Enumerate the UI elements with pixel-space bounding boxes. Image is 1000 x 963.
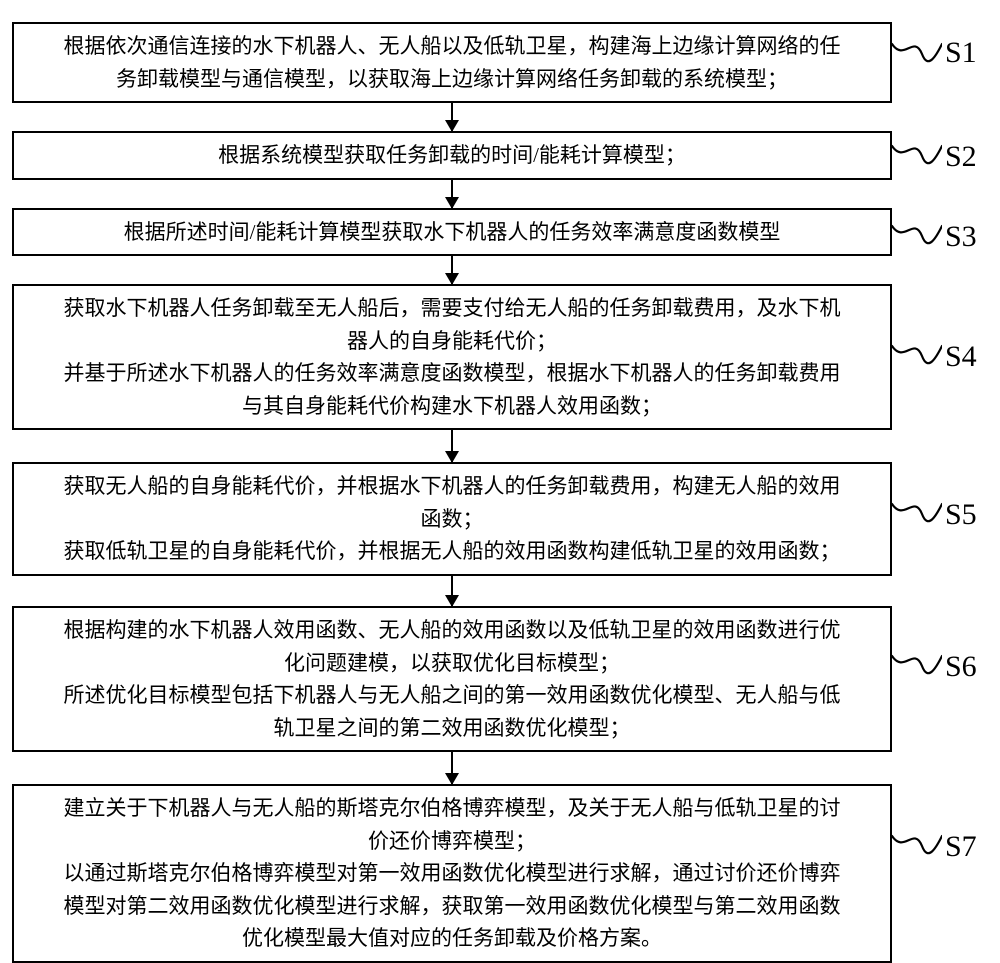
flow-step-s5: 获取无人船的自身能耗代价，并根据水下机器人的任务卸载费用，构建无人船的效用函数；… <box>12 462 892 576</box>
step-label: S4 <box>945 340 977 374</box>
flow-step-text: 与其自身能耗代价构建水下机器人效用函数； <box>24 390 880 423</box>
step-label: S2 <box>945 140 977 174</box>
connector-squiggle <box>892 832 942 864</box>
step-label: S7 <box>945 830 977 864</box>
flow-step-text: 获取水下机器人任务卸载至无人船后，需要支付给无人船的任务卸载费用，及水下机 <box>24 292 880 325</box>
flow-step-text: 获取低轨卫星的自身能耗代价，并根据无人船的效用函数构建低轨卫星的效用函数； <box>24 535 880 568</box>
flow-arrow <box>451 256 453 284</box>
step-label: S5 <box>945 498 977 532</box>
flow-step-s6: 根据构建的水下机器人效用函数、无人船的效用函数以及低轨卫星的效用函数进行优化问题… <box>12 606 892 752</box>
flow-step-text: 模型对第二效用函数优化模型进行求解，获取第一效用函数优化模型与第二效用函数 <box>24 890 880 923</box>
flow-step-text: 所述优化目标模型包括下机器人与无人船之间的第一效用函数优化模型、无人船与低 <box>24 679 880 712</box>
flow-step-s3: 根据所述时间/能耗计算模型获取水下机器人的任务效率满意度函数模型 <box>12 208 892 257</box>
flowchart-column: 根据依次通信连接的水下机器人、无人船以及低轨卫星，构建海上边缘计算网络的任务卸载… <box>12 22 892 963</box>
flow-step-text: 优化模型最大值对应的任务卸载及价格方案。 <box>24 922 880 955</box>
flow-step-text: 函数； <box>24 503 880 536</box>
connector-squiggle <box>892 142 942 174</box>
flow-step-text: 以通过斯塔克尔伯格博弈模型对第一效用函数优化模型进行求解，通过讨价还价博弈 <box>24 857 880 890</box>
flow-step-text: 根据所述时间/能耗计算模型获取水下机器人的任务效率满意度函数模型 <box>24 216 880 249</box>
flow-step-text: 获取无人船的自身能耗代价，并根据水下机器人的任务卸载费用，构建无人船的效用 <box>24 470 880 503</box>
flow-step-text: 建立关于下机器人与无人船的斯塔克尔伯格博弈模型，及关于无人船与低轨卫星的讨 <box>24 792 880 825</box>
step-label: S3 <box>945 220 977 254</box>
flow-step-s1: 根据依次通信连接的水下机器人、无人船以及低轨卫星，构建海上边缘计算网络的任务卸载… <box>12 22 892 103</box>
flow-step-text: 化问题建模，以获取优化目标模型； <box>24 647 880 680</box>
flow-arrow <box>451 103 453 131</box>
flow-step-s7: 建立关于下机器人与无人船的斯塔克尔伯格博弈模型，及关于无人船与低轨卫星的讨价还价… <box>12 784 892 963</box>
flow-step-text: 轨卫星之间的第二效用函数优化模型； <box>24 712 880 745</box>
flow-step-text: 并基于所述水下机器人的任务效率满意度函数模型，根据水下机器人的任务卸载费用 <box>24 357 880 390</box>
flow-step-text: 务卸载模型与通信模型，以获取海上边缘计算网络任务卸载的系统模型； <box>24 63 880 96</box>
flow-arrow <box>451 752 453 784</box>
connector-squiggle <box>892 222 942 254</box>
flow-arrow <box>451 576 453 606</box>
flow-step-text: 价还价博弈模型； <box>24 825 880 858</box>
flow-step-text: 根据构建的水下机器人效用函数、无人船的效用函数以及低轨卫星的效用函数进行优 <box>24 614 880 647</box>
flow-step-text: 根据依次通信连接的水下机器人、无人船以及低轨卫星，构建海上边缘计算网络的任 <box>24 30 880 63</box>
flow-step-s2: 根据系统模型获取任务卸载的时间/能耗计算模型； <box>12 131 892 180</box>
connector-squiggle <box>892 500 942 532</box>
flow-step-text: 根据系统模型获取任务卸载的时间/能耗计算模型； <box>24 139 880 172</box>
flow-step-text: 器人的自身能耗代价； <box>24 325 880 358</box>
flow-arrow <box>451 430 453 462</box>
step-label: S6 <box>945 650 977 684</box>
connector-squiggle <box>892 342 942 374</box>
step-label: S1 <box>945 36 977 70</box>
flow-step-s4: 获取水下机器人任务卸载至无人船后，需要支付给无人船的任务卸载费用，及水下机器人的… <box>12 284 892 430</box>
connector-squiggle <box>892 652 942 684</box>
flow-arrow <box>451 180 453 208</box>
connector-squiggle <box>892 40 942 72</box>
